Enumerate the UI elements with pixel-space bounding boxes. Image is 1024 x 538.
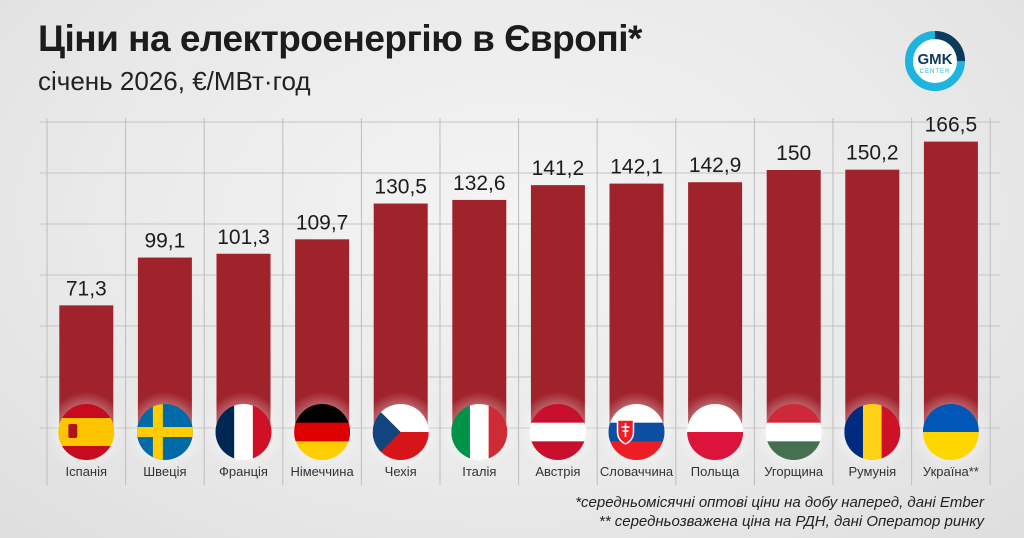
bar xyxy=(766,170,821,432)
category-label: Австрія xyxy=(535,464,580,479)
slovakia-flag-icon xyxy=(608,404,665,460)
data-label: 71,3 xyxy=(66,277,107,300)
footnote-2: ** середньозважена ціна на РДН, дані Опе… xyxy=(598,513,984,530)
romania-flag-icon xyxy=(844,404,901,460)
data-label: 132,6 xyxy=(453,172,506,195)
category-label: Україна** xyxy=(923,464,979,479)
svg-text:CENTER: CENTER xyxy=(920,69,951,75)
chart-title: Ціни на електроенергію в Європі* xyxy=(38,18,642,59)
bar xyxy=(688,182,743,432)
bar xyxy=(609,183,664,432)
gmk-center-logo: GMK CENTER xyxy=(905,31,965,91)
category-label: Німеччина xyxy=(290,464,354,479)
austria-flag-icon xyxy=(529,404,586,460)
category-label: Іспанія xyxy=(66,464,108,479)
chart-subtitle: січень 2026, €/МВт·год xyxy=(38,66,311,96)
data-label: 130,5 xyxy=(374,176,427,199)
data-label: 142,1 xyxy=(610,156,663,179)
data-label: 150,2 xyxy=(846,142,899,165)
sweden-flag-icon xyxy=(136,404,193,460)
data-label: 166,5 xyxy=(925,114,978,137)
germany-flag-icon xyxy=(294,404,351,460)
category-label: Угорщина xyxy=(764,464,824,479)
bar xyxy=(530,185,585,432)
czechia-flag-icon xyxy=(372,404,429,460)
data-label: 99,1 xyxy=(144,230,185,253)
france-flag-icon xyxy=(215,404,272,460)
svg-text:GMK: GMK xyxy=(918,51,953,68)
italy-flag-icon xyxy=(451,404,508,460)
category-label: Швеція xyxy=(143,464,186,479)
bar xyxy=(923,141,978,432)
bar xyxy=(845,169,900,432)
category-label: Словаччина xyxy=(600,464,674,479)
category-label: Франція xyxy=(219,464,268,479)
category-label: Чехія xyxy=(385,464,417,479)
data-label: 142,9 xyxy=(689,154,742,177)
ukraine-flag-icon xyxy=(922,404,979,460)
footnote-1: *середньомісячні оптові ціни на добу нап… xyxy=(575,494,984,511)
category-label: Італія xyxy=(462,464,496,479)
category-label: Румунія xyxy=(848,464,896,479)
data-label: 150 xyxy=(776,142,811,165)
data-label: 101,3 xyxy=(217,226,270,249)
hungary-flag-icon xyxy=(765,404,822,460)
data-label: 141,2 xyxy=(532,157,585,180)
data-label: 109,7 xyxy=(296,211,349,234)
category-label: Польща xyxy=(691,464,740,479)
